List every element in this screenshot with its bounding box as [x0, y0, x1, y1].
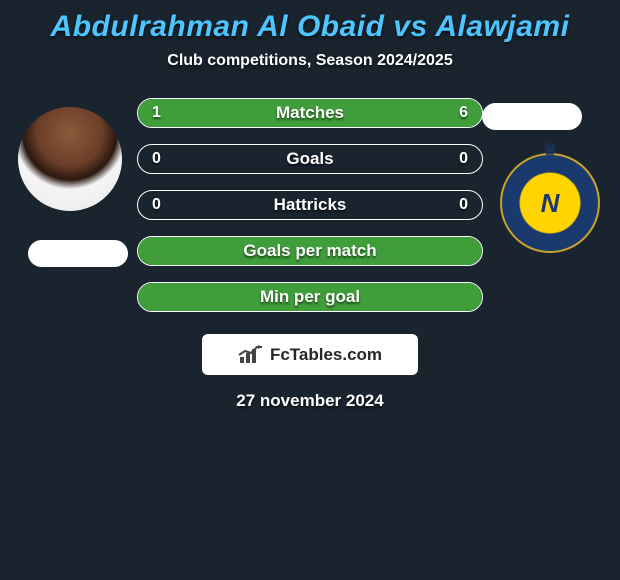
- watermark-text: FcTables.com: [270, 345, 382, 365]
- stat-bar: 0 0 Goals: [137, 144, 483, 174]
- stat-label: Matches: [276, 103, 344, 123]
- stat-value-right: 0: [459, 196, 468, 214]
- stat-value-left: 0: [152, 150, 161, 168]
- page-title: Abdulrahman Al Obaid vs Alawjami: [10, 10, 610, 44]
- generated-date: 27 november 2024: [10, 391, 610, 411]
- watermark: FcTables.com: [202, 334, 418, 375]
- stat-label: Hattricks: [274, 195, 347, 215]
- badge-letter: N: [529, 182, 571, 224]
- stat-label: Goals: [286, 149, 333, 169]
- stat-label: Min per goal: [260, 287, 360, 307]
- stat-bar: 1 6 Matches: [137, 98, 483, 128]
- crown-icon: ♛: [542, 140, 558, 161]
- player-left-flag: [28, 240, 128, 267]
- stat-label: Goals per match: [243, 241, 376, 261]
- stat-bar: 0 0 Hattricks: [137, 190, 483, 220]
- stat-bars: 1 6 Matches 0 0 Goals 0 0 Hattricks Goals per mat…: [137, 98, 483, 312]
- page-subtitle: Club competitions, Season 2024/2025: [10, 52, 610, 70]
- stat-value-left: 1: [152, 104, 161, 122]
- chart-icon: [238, 345, 264, 365]
- stat-bar: Min per goal: [137, 282, 483, 312]
- player-left-avatar: [18, 107, 122, 211]
- player-right-flag: [482, 103, 582, 130]
- stat-value-left: 0: [152, 196, 161, 214]
- player-right-club-badge: ♛ N: [500, 153, 600, 253]
- main-row: ♛ N 1 6 Matches 0 0 Goals 0 0 Hattricks Goals per…: [10, 98, 610, 328]
- stat-value-right: 6: [459, 104, 468, 122]
- stat-bar: Goals per match: [137, 236, 483, 266]
- bar-fill-left: [138, 99, 187, 127]
- comparison-infographic: Abdulrahman Al Obaid vs Alawjami Club co…: [0, 0, 620, 411]
- stat-value-right: 0: [459, 150, 468, 168]
